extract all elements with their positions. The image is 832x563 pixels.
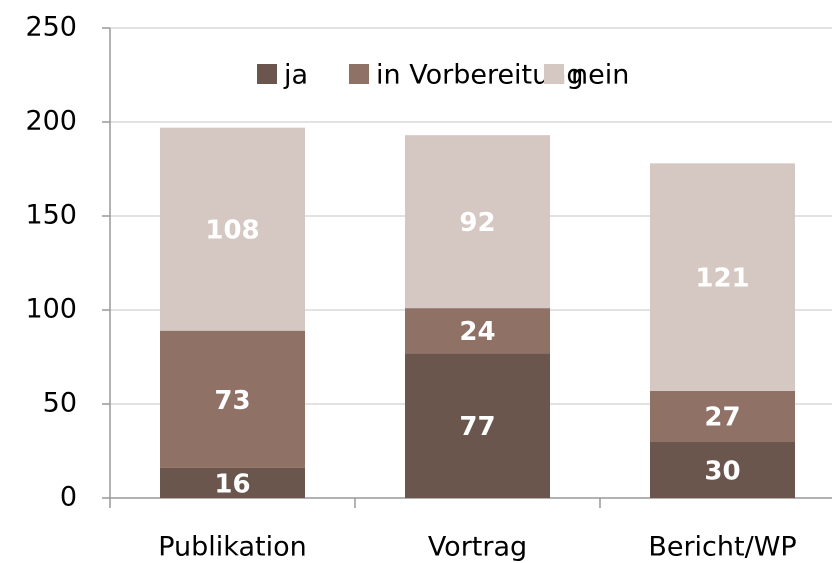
y-tick-label: 150 <box>25 200 77 231</box>
data-label: 30 <box>704 456 740 486</box>
x-tick-label: Publikation <box>158 532 307 563</box>
data-label: 92 <box>459 208 495 238</box>
y-tick-label: 200 <box>25 106 77 137</box>
legend-swatch <box>544 64 564 84</box>
legend-label: nein <box>571 60 629 91</box>
data-label: 108 <box>205 216 259 246</box>
data-label: 24 <box>459 317 495 347</box>
data-label: 121 <box>695 264 749 294</box>
y-tick-label: 100 <box>25 294 77 325</box>
bar-segment <box>405 308 550 354</box>
bar-segment <box>160 127 305 331</box>
legend-label: ja <box>283 60 308 91</box>
y-tick-label: 0 <box>60 482 77 513</box>
legend-swatch <box>349 64 369 84</box>
bar-segment <box>160 330 305 468</box>
bar-segment <box>405 353 550 498</box>
bar-segment <box>650 163 795 391</box>
data-label: 77 <box>459 412 495 442</box>
y-tick-label: 250 <box>25 12 77 43</box>
legend-swatch <box>257 64 277 84</box>
x-tick-label: Bericht/WP <box>648 532 796 563</box>
bar-segment <box>405 135 550 309</box>
x-tick-label: Vortrag <box>428 532 527 563</box>
bar-segment <box>650 390 795 442</box>
y-tick-label: 50 <box>43 388 77 419</box>
bar-segment <box>650 441 795 498</box>
data-label: 16 <box>214 469 250 499</box>
bar-segment <box>160 467 305 498</box>
data-label: 27 <box>704 403 740 433</box>
data-label: 73 <box>214 386 250 416</box>
